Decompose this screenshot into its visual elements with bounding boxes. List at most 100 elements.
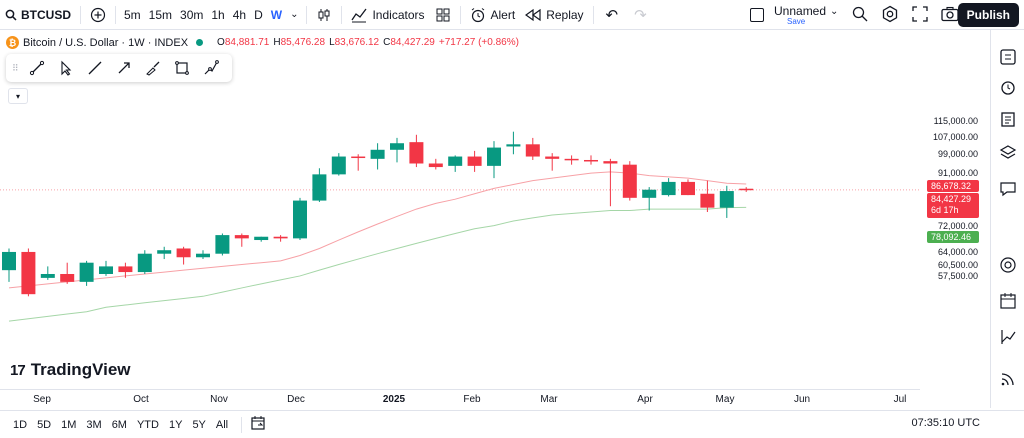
symbol-search-button[interactable]: BTCUSD bbox=[0, 0, 76, 30]
quick-search-button[interactable] bbox=[851, 5, 873, 25]
templates-button[interactable] bbox=[430, 0, 456, 30]
path-icon[interactable] bbox=[201, 58, 221, 78]
cursor-icon[interactable] bbox=[56, 58, 76, 78]
calendar-range-icon bbox=[251, 416, 265, 430]
settings-button[interactable] bbox=[881, 5, 903, 25]
date-range-button[interactable] bbox=[250, 415, 266, 434]
divider bbox=[341, 5, 343, 24]
chat-icon[interactable] bbox=[999, 180, 1017, 198]
interval-d[interactable]: D bbox=[254, 7, 263, 22]
candle-body bbox=[448, 156, 463, 166]
alert-button[interactable]: Alert bbox=[465, 0, 521, 30]
grid-icon bbox=[436, 8, 449, 21]
alarm-clock-icon[interactable] bbox=[999, 78, 1017, 96]
compare-symbol-button[interactable] bbox=[85, 0, 111, 30]
object-tree-icon[interactable] bbox=[999, 110, 1017, 128]
redo-button[interactable]: ↷ bbox=[626, 0, 655, 30]
candle-body bbox=[564, 158, 579, 161]
candle-body bbox=[79, 262, 94, 282]
range-ytd[interactable]: YTD bbox=[136, 418, 159, 431]
ma-slow-badge: 78,092.46 bbox=[927, 231, 979, 243]
candle-body bbox=[467, 156, 482, 166]
candle-body bbox=[273, 236, 288, 239]
price-label: 57,500.00 bbox=[937, 270, 978, 281]
trend-line-icon[interactable] bbox=[27, 58, 47, 78]
time-label: Oct bbox=[133, 394, 149, 405]
candles-icon bbox=[318, 8, 330, 21]
legend-high: H85,476.28 bbox=[273, 37, 326, 48]
candle-body bbox=[99, 266, 113, 274]
interval-w[interactable]: W bbox=[270, 7, 283, 22]
interval-15m[interactable]: 15m bbox=[148, 7, 173, 22]
rectangle-icon[interactable] bbox=[172, 58, 192, 78]
interval-4h[interactable]: 4h bbox=[232, 7, 247, 22]
plus-circle-icon bbox=[90, 7, 106, 22]
divider bbox=[306, 5, 308, 24]
timezone-clock[interactable]: 07:35:10 UTC bbox=[911, 417, 980, 429]
calendar-icon[interactable] bbox=[999, 292, 1017, 310]
interval-dropdown[interactable]: ⌄ bbox=[286, 0, 302, 30]
chevron-down-icon[interactable]: ⌄ bbox=[830, 6, 839, 17]
publish-button[interactable]: Publish bbox=[957, 3, 1019, 27]
ray-icon[interactable] bbox=[85, 58, 105, 78]
time-axis[interactable]: Sep Oct Nov Dec 2025 Feb Mar Apr May Jun Jul bbox=[0, 389, 920, 409]
alert-label: Alert bbox=[490, 7, 516, 22]
symbol-name: BTCUSD bbox=[21, 7, 71, 22]
layers-icon[interactable] bbox=[999, 144, 1017, 162]
fullscreen-button[interactable] bbox=[911, 5, 933, 25]
range-5d[interactable]: 5D bbox=[37, 418, 52, 431]
layout-name: Unnamed bbox=[774, 4, 827, 18]
last-price: 84,427.29 bbox=[931, 194, 972, 204]
redo-icon: ↷ bbox=[634, 6, 647, 24]
price-label: 64,000.00 bbox=[937, 246, 978, 257]
brush-icon[interactable] bbox=[143, 58, 163, 78]
arrow-icon[interactable] bbox=[114, 58, 134, 78]
layout-checkbox[interactable] bbox=[750, 8, 764, 22]
signal-icon[interactable] bbox=[999, 370, 1017, 388]
divider bbox=[459, 5, 461, 24]
range-5y[interactable]: 5Y bbox=[192, 418, 206, 431]
candle-body bbox=[137, 253, 152, 273]
last-price-badge: 84,427.29 6d 17h bbox=[927, 193, 979, 218]
candle-body bbox=[234, 235, 249, 239]
time-label: Dec bbox=[287, 394, 305, 405]
interval-5m[interactable]: 5m bbox=[124, 7, 141, 22]
undo-button[interactable]: ↶ bbox=[598, 0, 627, 30]
undo-icon: ↶ bbox=[605, 6, 619, 24]
time-label: Nov bbox=[210, 394, 228, 405]
time-label: Jun bbox=[793, 394, 811, 405]
legend-change: +717.27 (+0.86%) bbox=[438, 37, 519, 48]
market-status-dot bbox=[196, 39, 204, 46]
candle-body bbox=[545, 156, 560, 159]
interval-30m[interactable]: 30m bbox=[180, 7, 204, 22]
indicators-button[interactable]: Indicators bbox=[346, 0, 429, 30]
range-3m[interactable]: 3M bbox=[86, 418, 102, 431]
time-label: Feb bbox=[463, 394, 481, 405]
chart-pane[interactable] bbox=[0, 31, 920, 389]
range-1d[interactable]: 1D bbox=[13, 418, 28, 431]
range-list: 1D 5D 1M 3M 6M YTD 1Y 5Y All bbox=[8, 419, 233, 431]
indicators-icon bbox=[351, 8, 367, 22]
chart-type-button[interactable] bbox=[311, 0, 337, 30]
trading-panel-icon[interactable] bbox=[999, 328, 1017, 346]
ideas-icon[interactable] bbox=[999, 256, 1017, 274]
range-all[interactable]: All bbox=[215, 418, 229, 431]
range-1y[interactable]: 1Y bbox=[168, 418, 183, 431]
collapse-legend-button[interactable]: ▾ bbox=[8, 88, 28, 104]
indicators-label: Indicators bbox=[372, 7, 425, 22]
chevron-down-icon: ▾ bbox=[15, 91, 20, 101]
price-chart[interactable] bbox=[0, 31, 920, 389]
candle-body bbox=[681, 181, 695, 196]
candle-body bbox=[196, 253, 210, 258]
candle-body bbox=[293, 200, 307, 239]
watermark-text: TradingView bbox=[30, 360, 131, 379]
layout-name-button[interactable]: Unnamed Save ⌄ bbox=[750, 2, 850, 28]
range-6m[interactable]: 6M bbox=[111, 418, 127, 431]
replay-button[interactable]: Replay bbox=[520, 0, 588, 30]
drag-handle-icon[interactable]: ⠿ bbox=[12, 62, 19, 73]
watchlist-icon[interactable] bbox=[999, 48, 1017, 66]
range-1m[interactable]: 1M bbox=[61, 418, 77, 431]
divider bbox=[80, 5, 81, 24]
interval-1h[interactable]: 1h bbox=[211, 7, 225, 22]
rewind-icon bbox=[525, 8, 541, 21]
